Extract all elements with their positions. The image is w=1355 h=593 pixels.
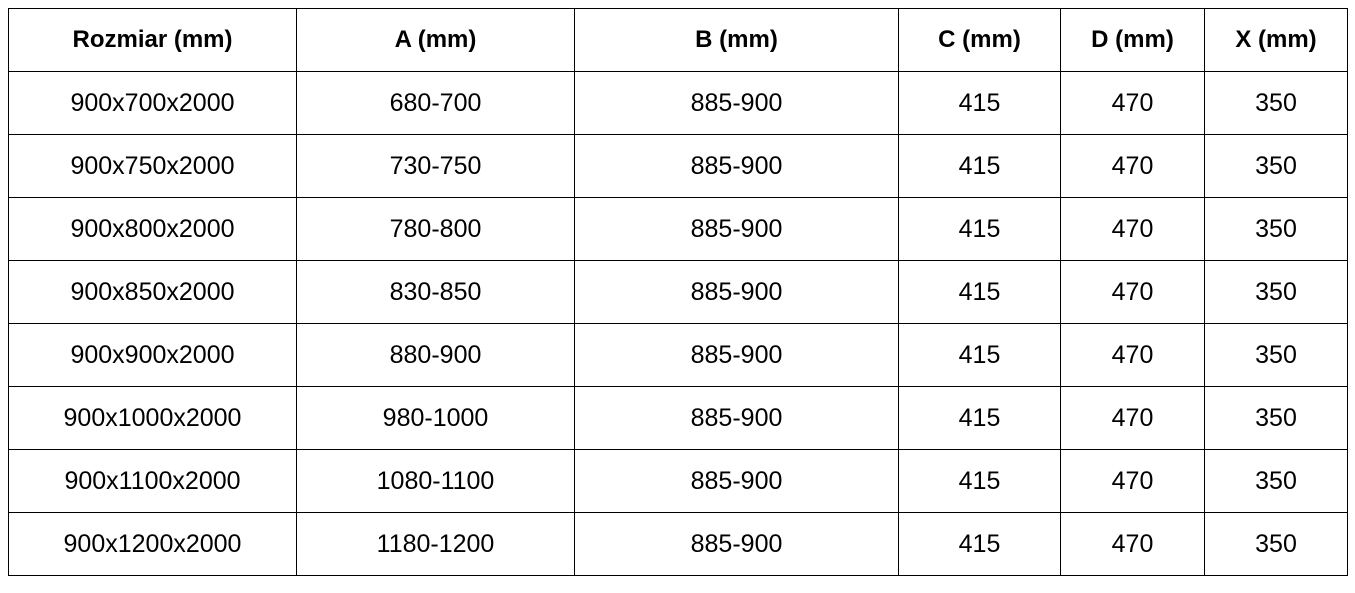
table-cell: 350 <box>1204 323 1348 387</box>
table-row: 900x1100x2000 1080-1100 885-900 415 470 350 <box>8 449 1348 513</box>
table-cell: 730-750 <box>296 134 575 198</box>
table-cell: 470 <box>1060 260 1205 324</box>
table-cell: 880-900 <box>296 323 575 387</box>
table-row: 900x800x2000 780-800 885-900 415 470 350 <box>8 197 1348 261</box>
table-cell: 415 <box>898 449 1061 513</box>
header-row: Rozmiar (mm) A (mm) B (mm) C (mm) D (mm) X (m… <box>8 8 1348 72</box>
table-cell: 470 <box>1060 323 1205 387</box>
column-header: D (mm) <box>1060 8 1205 72</box>
table-cell: 900x900x2000 <box>8 323 297 387</box>
column-header: A (mm) <box>296 8 575 72</box>
table-cell: 680-700 <box>296 71 575 135</box>
table-cell: 415 <box>898 512 1061 576</box>
table-cell: 900x700x2000 <box>8 71 297 135</box>
table-cell: 900x1200x2000 <box>8 512 297 576</box>
column-header: X (mm) <box>1204 8 1348 72</box>
table-row: 900x1000x2000 980-1000 885-900 415 470 350 <box>8 386 1348 450</box>
table-cell: 885-900 <box>574 197 899 261</box>
table-row: 900x850x2000 830-850 885-900 415 470 350 <box>8 260 1348 324</box>
table-cell: 885-900 <box>574 134 899 198</box>
column-header: Rozmiar (mm) <box>8 8 297 72</box>
table-cell: 900x850x2000 <box>8 260 297 324</box>
table-cell: 470 <box>1060 197 1205 261</box>
table-cell: 900x750x2000 <box>8 134 297 198</box>
table-cell: 415 <box>898 197 1061 261</box>
table-cell: 885-900 <box>574 512 899 576</box>
dimensions-table: Rozmiar (mm) A (mm) B (mm) C (mm) D (mm) X (m… <box>8 8 1348 576</box>
table-cell: 470 <box>1060 71 1205 135</box>
table-cell: 900x800x2000 <box>8 197 297 261</box>
table-cell: 415 <box>898 386 1061 450</box>
table-cell: 350 <box>1204 449 1348 513</box>
table-cell: 470 <box>1060 449 1205 513</box>
table-cell: 980-1000 <box>296 386 575 450</box>
table-cell: 415 <box>898 323 1061 387</box>
table-row: 900x900x2000 880-900 885-900 415 470 350 <box>8 323 1348 387</box>
table-cell: 350 <box>1204 197 1348 261</box>
column-header: C (mm) <box>898 8 1061 72</box>
table-cell: 350 <box>1204 71 1348 135</box>
table-cell: 470 <box>1060 386 1205 450</box>
table-cell: 1180-1200 <box>296 512 575 576</box>
table-cell: 470 <box>1060 512 1205 576</box>
table-cell: 350 <box>1204 512 1348 576</box>
table-cell: 885-900 <box>574 323 899 387</box>
table-cell: 415 <box>898 134 1061 198</box>
table-cell: 350 <box>1204 386 1348 450</box>
table-cell: 885-900 <box>574 260 899 324</box>
table-cell: 470 <box>1060 134 1205 198</box>
table-cell: 350 <box>1204 134 1348 198</box>
table-row: 900x1200x2000 1180-1200 885-900 415 470 350 <box>8 512 1348 576</box>
table-cell: 350 <box>1204 260 1348 324</box>
table-cell: 780-800 <box>296 197 575 261</box>
table-cell: 415 <box>898 71 1061 135</box>
table-cell: 885-900 <box>574 71 899 135</box>
table-cell: 1080-1100 <box>296 449 575 513</box>
table-cell: 900x1100x2000 <box>8 449 297 513</box>
table-cell: 830-850 <box>296 260 575 324</box>
table-cell: 885-900 <box>574 386 899 450</box>
column-header: B (mm) <box>574 8 899 72</box>
table-cell: 885-900 <box>574 449 899 513</box>
table-row: 900x750x2000 730-750 885-900 415 470 350 <box>8 134 1348 198</box>
table-cell: 900x1000x2000 <box>8 386 297 450</box>
table-cell: 415 <box>898 260 1061 324</box>
table-row: 900x700x2000 680-700 885-900 415 470 350 <box>8 71 1348 135</box>
